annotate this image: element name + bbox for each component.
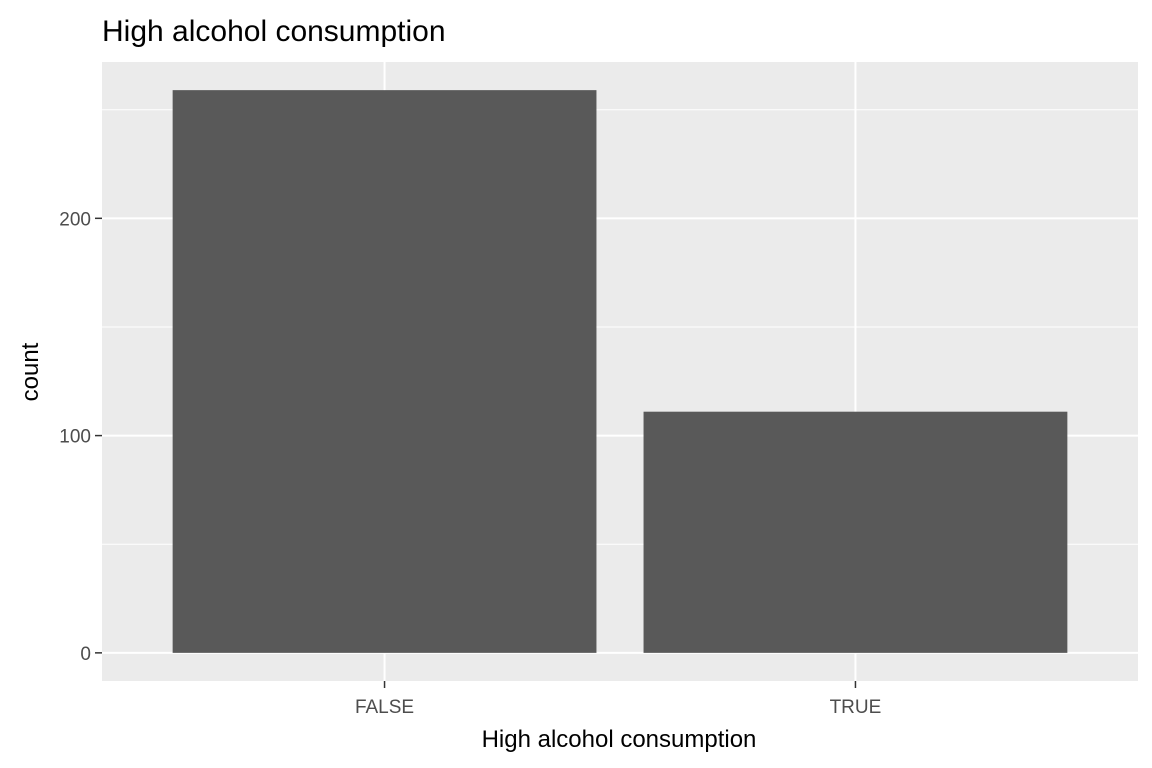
bar-false (172, 90, 597, 653)
x-axis-title: High alcohol consumption (482, 726, 757, 753)
chart-title: High alcohol consumption (102, 15, 446, 48)
x-axis: FALSE TRUE (355, 681, 881, 718)
y-tick-label: 200 (59, 209, 91, 230)
bars (172, 90, 1068, 653)
bar-true (643, 411, 1068, 653)
y-axis-title: count (17, 342, 44, 401)
x-tick-label: FALSE (355, 697, 414, 718)
y-axis: 0 100 200 (59, 209, 102, 665)
y-tick-label: 0 (80, 644, 91, 665)
x-tick-label: TRUE (830, 697, 882, 718)
y-tick-label: 100 (59, 427, 91, 448)
